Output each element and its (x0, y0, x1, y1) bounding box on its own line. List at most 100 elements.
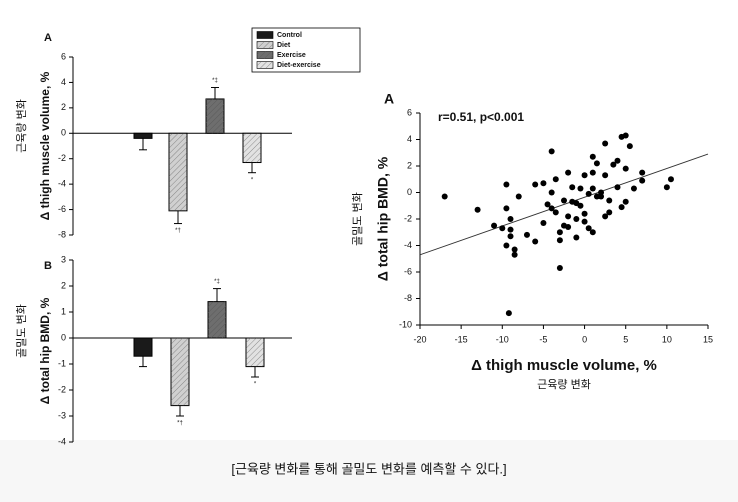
y-tick-label: -8 (404, 293, 412, 303)
point (552, 176, 559, 183)
point (532, 181, 539, 188)
point (593, 193, 600, 200)
point (565, 213, 572, 220)
point (503, 205, 510, 212)
y-axis-label: Δ total hip BMD, % (38, 297, 52, 404)
point (540, 219, 547, 226)
point (499, 225, 506, 232)
y-tick-label: -4 (404, 240, 412, 250)
point (606, 197, 613, 204)
x-tick-label: -10 (496, 334, 509, 344)
legend-label: Exercise (277, 52, 306, 59)
point (505, 310, 512, 317)
caption: [근육량 변화를 통해 골밀도 변화를 예측할 수 있다.] (231, 461, 506, 476)
y-tick-label: -3 (58, 410, 66, 420)
y-tick-label: -4 (58, 179, 66, 189)
panel-label: A (44, 32, 52, 44)
point (622, 132, 629, 139)
legend-label: Control (277, 32, 302, 39)
bar (133, 132, 153, 139)
point (618, 204, 625, 211)
point (630, 185, 637, 192)
point (598, 193, 605, 200)
y-tick-label: -6 (58, 204, 66, 214)
significance-label: *‡ (214, 279, 220, 285)
y-tick-label: -6 (404, 266, 412, 276)
point (614, 157, 621, 164)
y-axis-label-ko: 골밀도 변화 (15, 304, 28, 358)
point (474, 206, 481, 213)
point (569, 184, 576, 191)
point (573, 216, 580, 222)
point (593, 160, 600, 167)
point (515, 193, 522, 200)
point (581, 218, 588, 225)
y-tick-label: 3 (61, 254, 66, 264)
bar-hatch (246, 338, 264, 367)
y-tick-label: 0 (61, 128, 66, 138)
y-tick-label: -2 (404, 213, 412, 223)
point (639, 177, 646, 184)
point (511, 251, 518, 258)
point (503, 181, 510, 188)
panel-label: B (44, 260, 52, 272)
point (565, 223, 572, 230)
point (441, 193, 448, 200)
bar-hatch (208, 301, 226, 338)
point (577, 202, 584, 209)
bar (133, 337, 153, 357)
y-tick-label: -4 (58, 436, 66, 446)
legend-swatch (256, 31, 274, 39)
point (585, 225, 592, 232)
significance-label: * (254, 382, 257, 388)
point (622, 198, 629, 205)
point (589, 185, 596, 192)
point (544, 201, 551, 208)
point (507, 216, 514, 222)
y-axis-label: Δ thigh muscle volume, % (38, 71, 52, 220)
y-tick-label: 2 (407, 160, 412, 170)
y-tick-label: 4 (61, 77, 66, 87)
point (639, 169, 646, 176)
y-tick-label: 0 (61, 332, 66, 342)
significance-label: *† (175, 228, 181, 234)
legend-swatch-hatch (257, 51, 273, 59)
x-tick-label: 5 (623, 334, 628, 344)
annotation: r=0.51, p<0.001 (438, 110, 524, 124)
x-tick-label: -5 (539, 334, 547, 344)
point (503, 242, 510, 249)
point (540, 180, 547, 187)
point (565, 169, 572, 176)
x-tick-label: 10 (662, 334, 672, 344)
point (532, 238, 539, 245)
point (606, 209, 613, 216)
point (610, 161, 617, 168)
point (589, 229, 596, 236)
point (589, 153, 596, 160)
point (573, 234, 580, 241)
point (507, 226, 514, 233)
caption-band (0, 440, 738, 502)
point (511, 246, 518, 253)
y-tick-label: -8 (58, 229, 66, 239)
y-tick-label: -2 (58, 384, 66, 394)
point (602, 140, 609, 147)
legend-label: Diet-exercise (277, 62, 321, 69)
point (556, 237, 563, 244)
y-tick-label: 0 (407, 187, 412, 197)
point (552, 209, 559, 216)
y-tick-label: 4 (407, 134, 412, 144)
y-tick-label: 2 (61, 102, 66, 112)
legend-swatch-hatch (257, 61, 273, 69)
point (667, 176, 674, 183)
point (577, 185, 584, 192)
point (581, 172, 588, 179)
trend-line (419, 153, 709, 256)
point (622, 165, 629, 172)
point (602, 213, 609, 220)
x-tick-label: 15 (703, 334, 713, 344)
x-tick-label: 0 (582, 334, 587, 344)
y-tick-label: 6 (61, 51, 66, 61)
y-tick-label: -10 (399, 319, 412, 329)
